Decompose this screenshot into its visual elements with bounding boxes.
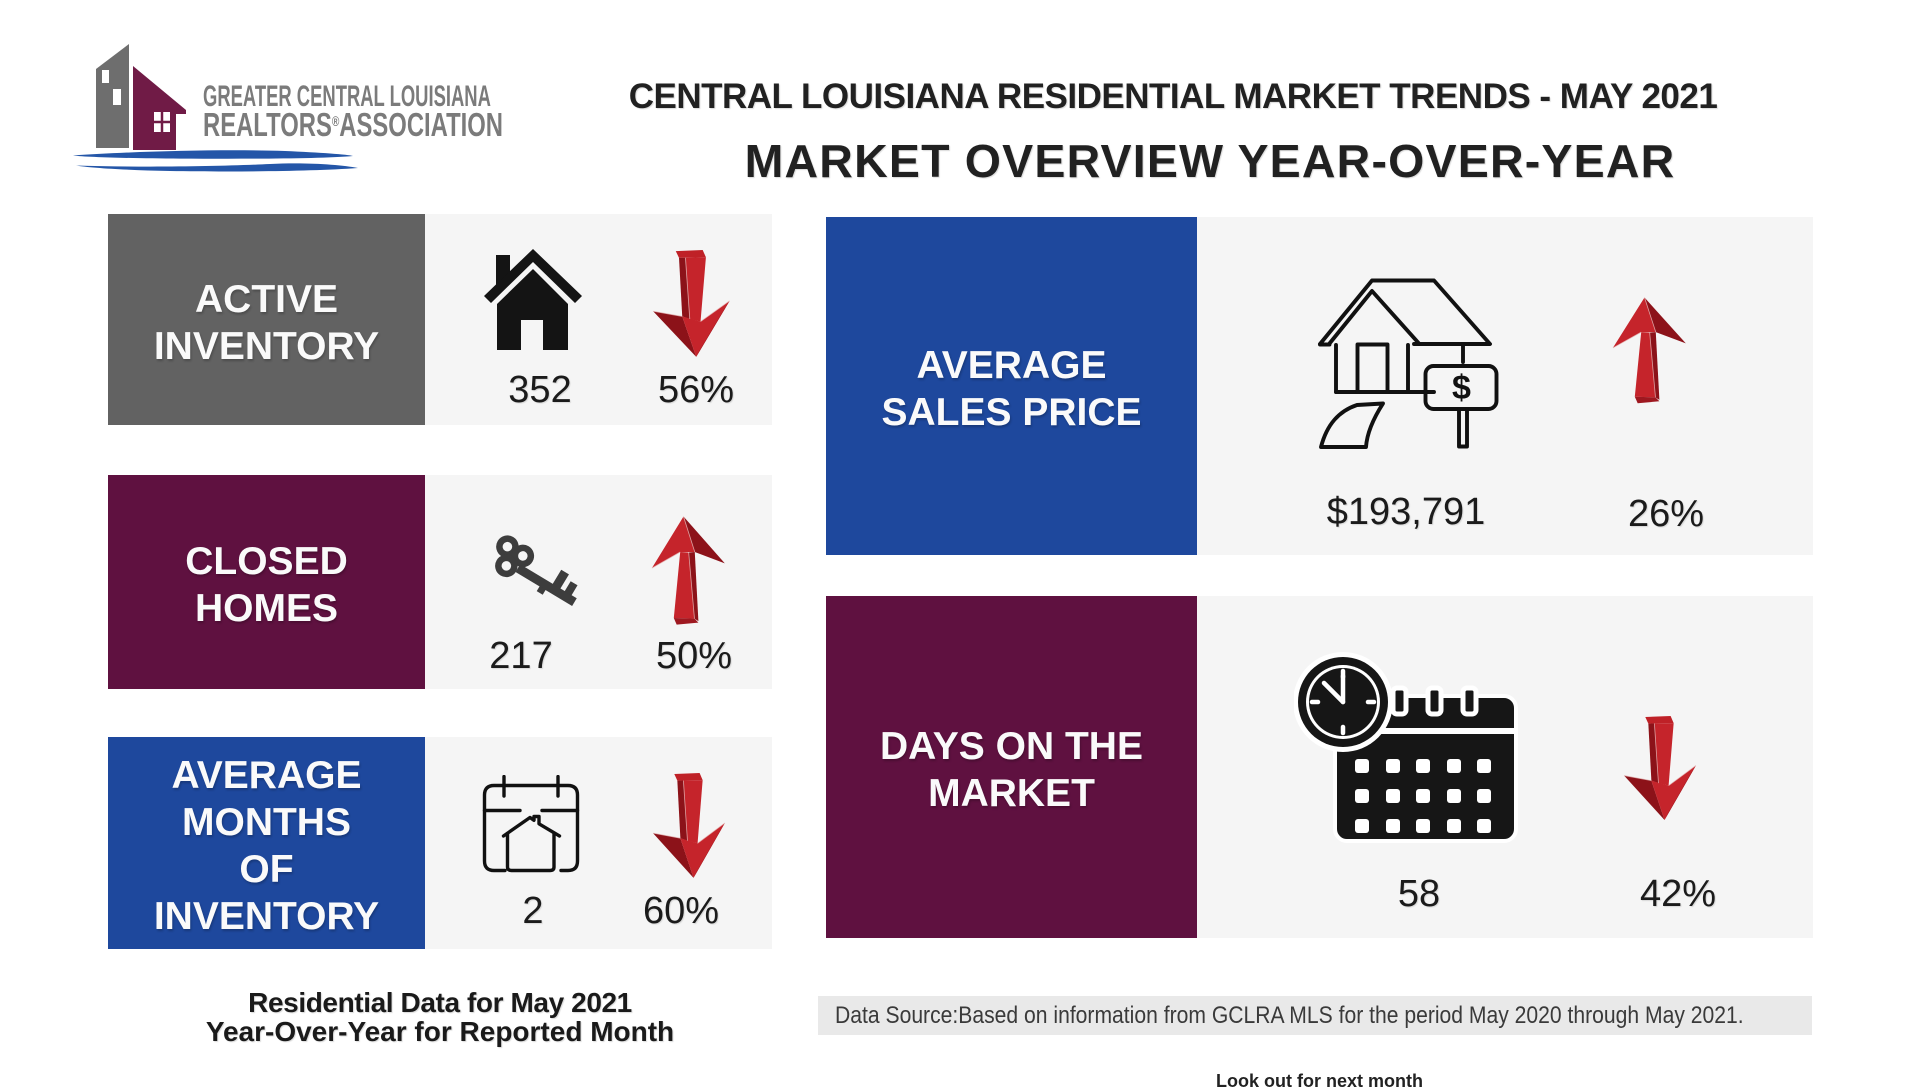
svg-text:$: $ xyxy=(1452,369,1471,407)
